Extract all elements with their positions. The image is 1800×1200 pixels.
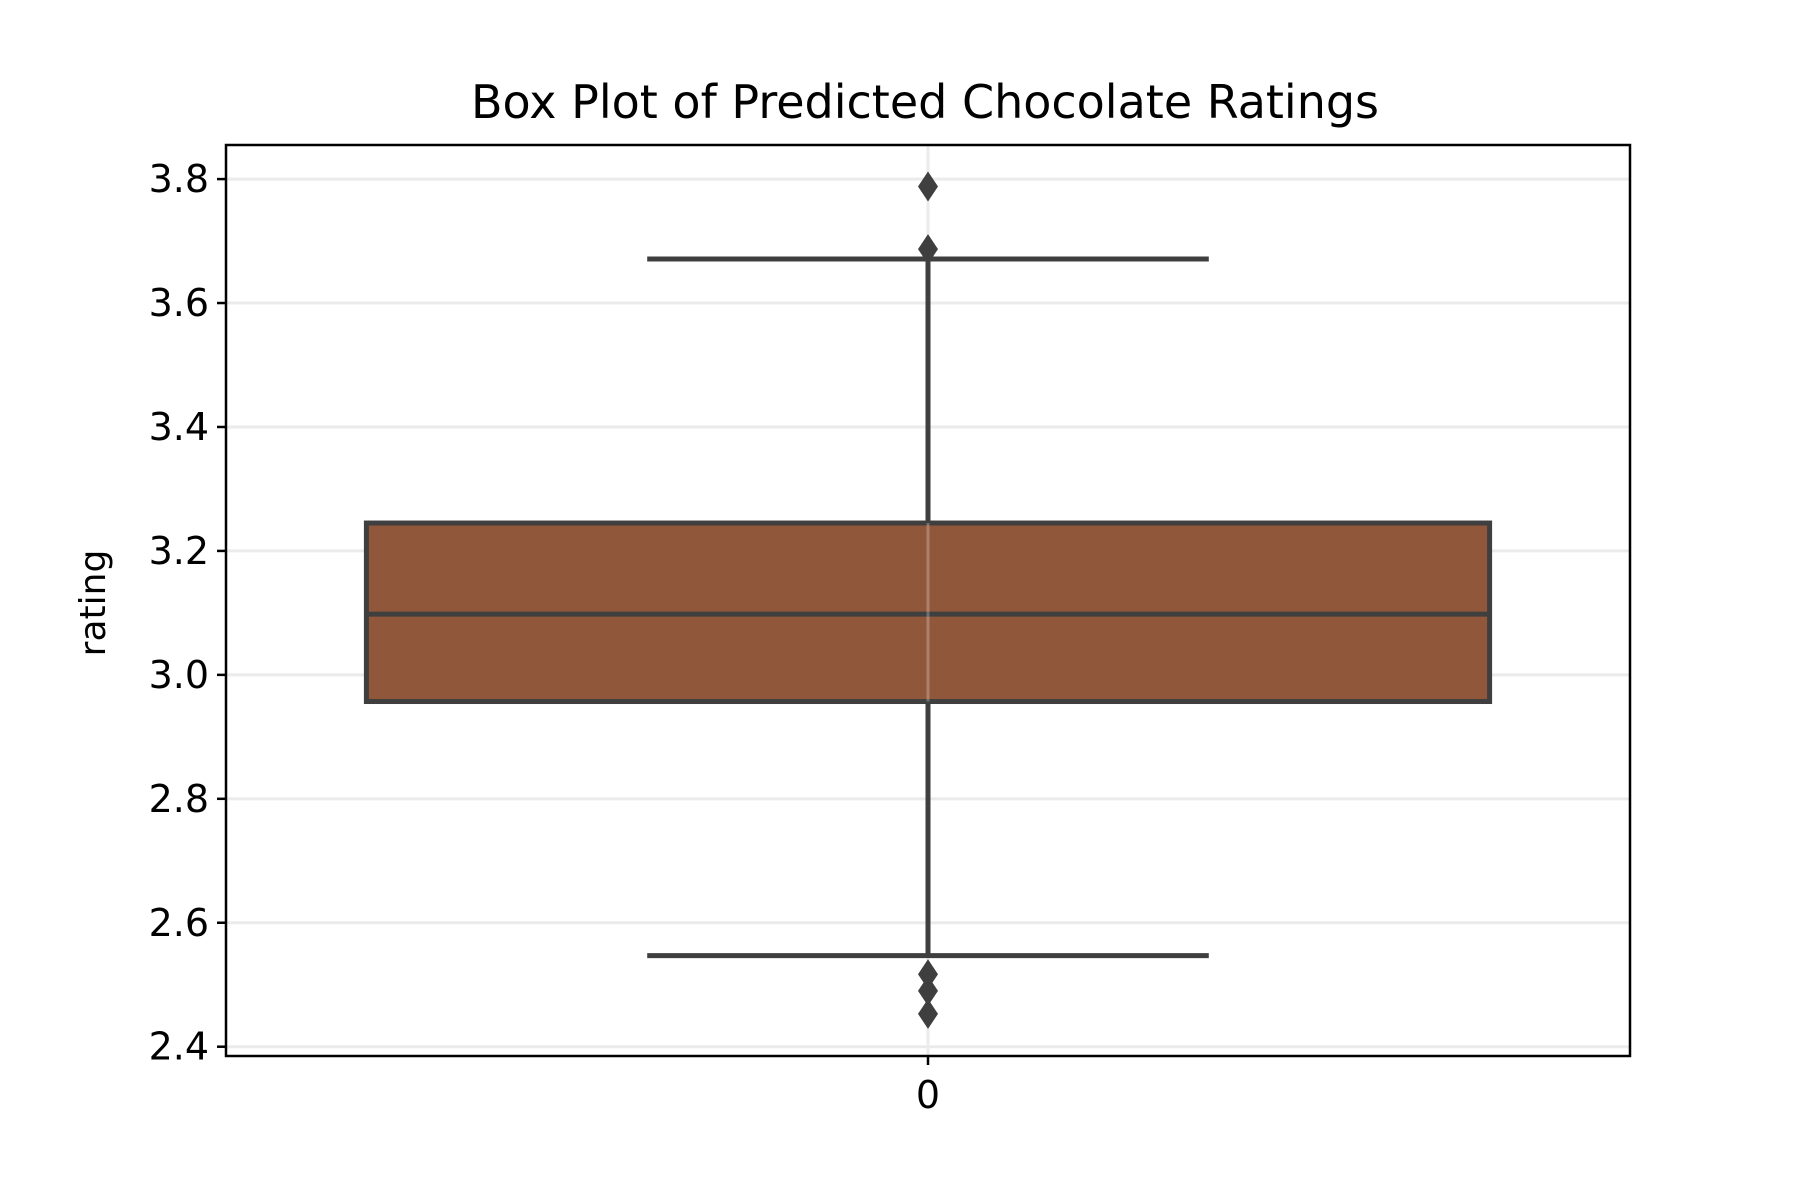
y-tick-label: 3.6 — [149, 281, 209, 325]
y-tick-label: 2.8 — [149, 777, 209, 821]
y-tick-label: 3.4 — [149, 405, 209, 449]
y-tick-label: 2.4 — [149, 1025, 209, 1069]
outlier-point — [918, 234, 938, 265]
outlier-point — [918, 171, 938, 202]
outlier-point — [918, 998, 938, 1029]
y-axis-ticks: 2.4 2.6 2.8 3.0 3.2 3.4 3.6 3.8 — [149, 157, 226, 1069]
plot-frame — [224, 143, 1632, 1058]
y-tick-label: 3.0 — [149, 653, 209, 697]
x-tick-label: 0 — [916, 1073, 940, 1117]
y-tick-label: 2.6 — [149, 901, 209, 945]
chart-title: Box Plot of Predicted Chocolate Ratings — [471, 75, 1379, 129]
outlier-point — [918, 975, 938, 1006]
y-tick-label: 3.2 — [149, 529, 209, 573]
box-layer — [363, 171, 1493, 1029]
outlier-point — [918, 959, 938, 990]
x-axis-ticks: 0 — [916, 1056, 940, 1117]
y-axis-label: rating — [73, 550, 114, 657]
y-tick-label: 3.8 — [149, 157, 209, 201]
